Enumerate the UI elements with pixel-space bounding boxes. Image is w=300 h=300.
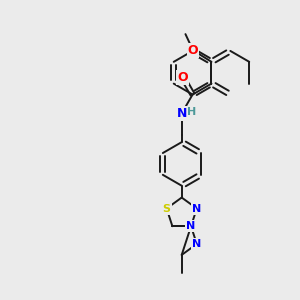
Text: O: O [188,44,198,57]
Text: N: N [192,203,201,214]
Text: N: N [192,239,201,249]
Text: N: N [186,221,196,231]
Text: H: H [187,107,196,117]
Text: N: N [186,221,196,231]
Text: O: O [177,71,188,84]
Text: N: N [176,107,187,120]
Text: S: S [163,203,171,214]
